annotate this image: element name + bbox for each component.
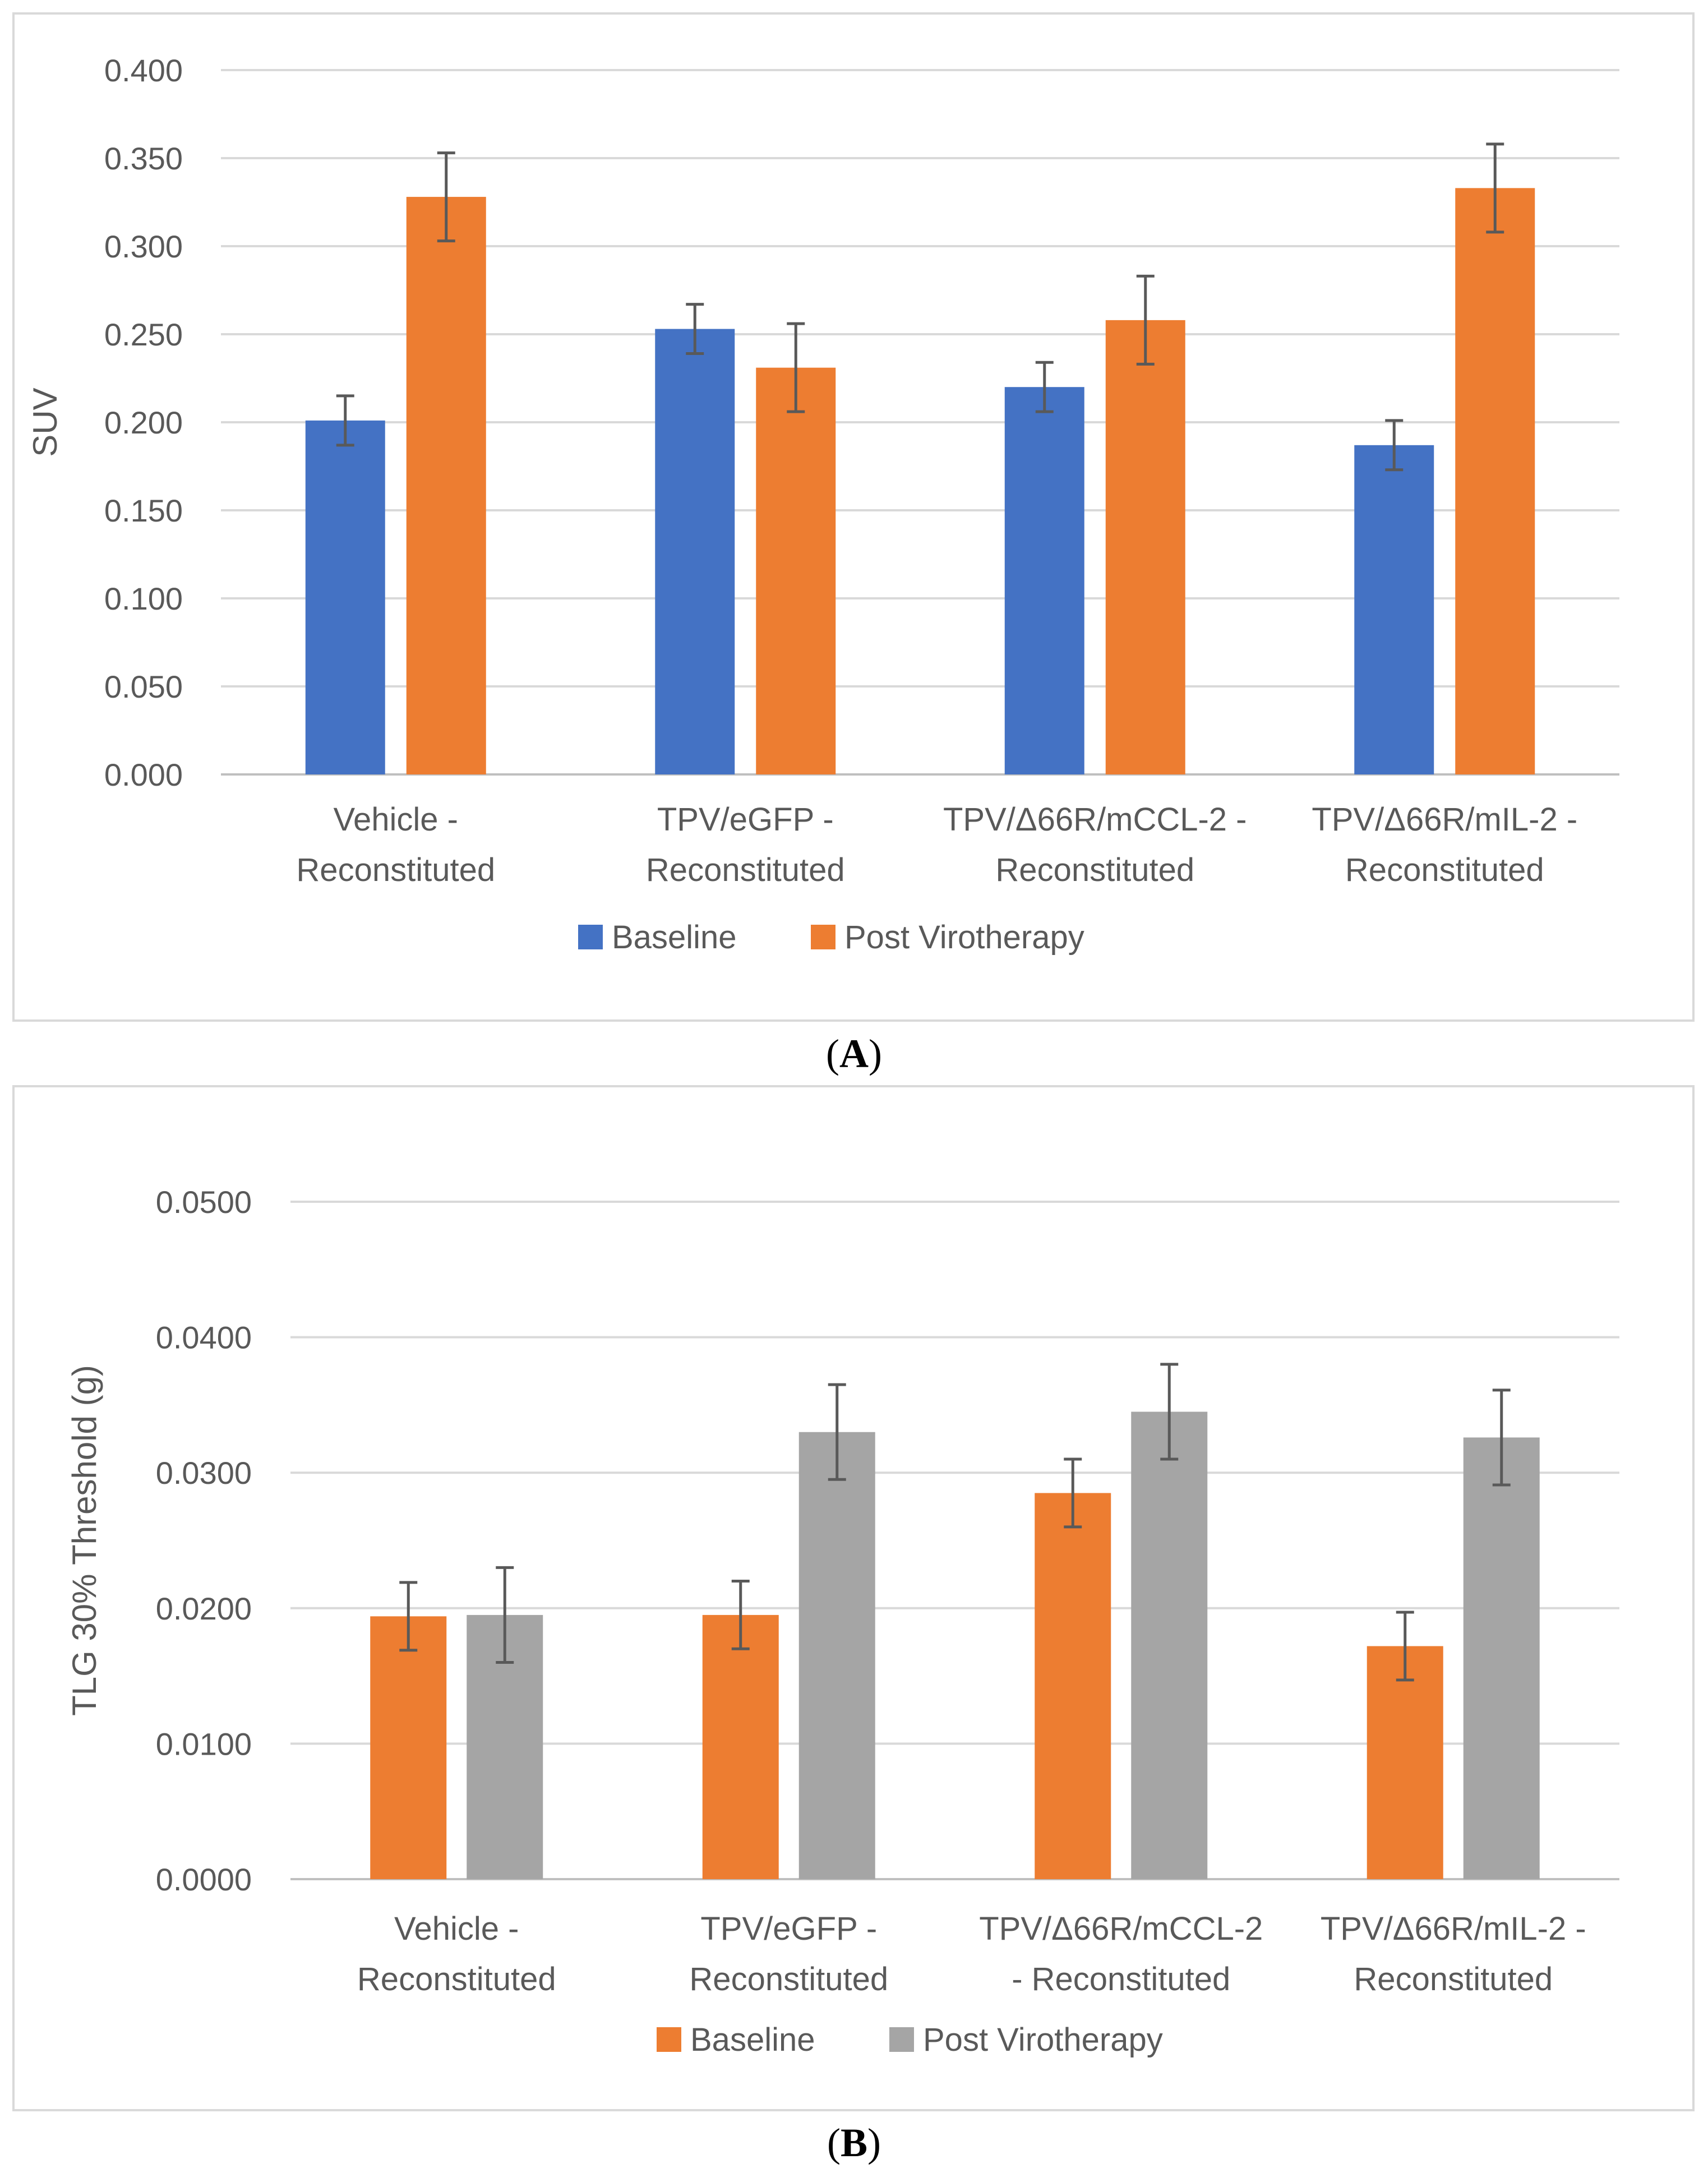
bar-baseline bbox=[655, 329, 735, 774]
legend-label: Post Virotherapy bbox=[844, 919, 1084, 956]
bar-baseline bbox=[1367, 1646, 1443, 1879]
y-axis-label: SUV bbox=[26, 387, 64, 456]
x-category-label: Reconstituted bbox=[995, 852, 1194, 888]
error-bar bbox=[336, 394, 354, 447]
bar-baseline bbox=[370, 1616, 447, 1879]
x-category-label: Reconstituted bbox=[646, 852, 845, 888]
y-tick-label: 0.200 bbox=[104, 405, 183, 440]
error-bar bbox=[1064, 1457, 1082, 1529]
y-tick-label: 0.100 bbox=[104, 581, 183, 616]
error-bar bbox=[1136, 274, 1155, 366]
x-category-label: Reconstituted bbox=[689, 1961, 888, 1997]
x-category-label: Reconstituted bbox=[357, 1961, 556, 1997]
y-tick-label: 0.000 bbox=[104, 757, 183, 792]
tlg-bar-chart: 0.0000 0.0100 0.0200 0.0300 0.0400 0.0500 TLG … bbox=[66, 1184, 1619, 2058]
x-category-label: TPV/eGFP - bbox=[700, 1911, 877, 1947]
legend-label: Baseline bbox=[612, 919, 736, 956]
x-category-label: Reconstituted bbox=[296, 852, 495, 888]
chart-panel-a: 0.000 0.050 0.100 0.150 0.200 0.250 0.300 0.350… bbox=[12, 12, 1695, 1022]
error-bar bbox=[399, 1581, 418, 1652]
x-category-label: Reconstituted bbox=[1345, 852, 1544, 888]
legend-swatch bbox=[889, 2027, 914, 2052]
error-bar bbox=[686, 303, 704, 356]
bar-baseline bbox=[1004, 387, 1084, 774]
bar-post-virotherapy bbox=[1455, 188, 1535, 774]
x-category-label: TPV/Δ66R/mIL-2 - bbox=[1321, 1911, 1586, 1947]
legend-label: Post Virotherapy bbox=[923, 2022, 1163, 2058]
x-category-label: TPV/eGFP - bbox=[657, 801, 834, 838]
error-bar bbox=[731, 1579, 750, 1650]
y-tick-label: 0.250 bbox=[104, 317, 183, 352]
bar-baseline bbox=[702, 1614, 779, 1879]
legend-swatch bbox=[811, 925, 835, 949]
y-tick-label: 0.300 bbox=[104, 229, 183, 264]
y-tick-label: 0.0400 bbox=[156, 1320, 252, 1355]
error-bar bbox=[1486, 142, 1504, 234]
bar-post-virotherapy bbox=[756, 367, 836, 774]
caption-a: (A) bbox=[826, 1031, 882, 1076]
bar-baseline bbox=[1354, 445, 1434, 774]
x-category-label: TPV/Δ66R/mCCL-2 bbox=[979, 1911, 1263, 1947]
bar-post-virotherapy bbox=[1131, 1411, 1208, 1879]
x-category-label: TPV/Δ66R/mIL-2 - bbox=[1312, 801, 1577, 838]
y-tick-label: 0.050 bbox=[104, 669, 183, 704]
x-category-label: Vehicle - bbox=[394, 1911, 519, 1947]
error-bar bbox=[1492, 1388, 1511, 1487]
x-category-label: Reconstituted bbox=[1354, 1961, 1553, 1997]
bar-baseline bbox=[1035, 1493, 1111, 1879]
legend-swatch bbox=[657, 2027, 681, 2052]
legend-label: Baseline bbox=[690, 2022, 815, 2058]
caption-b: (B) bbox=[827, 2120, 881, 2165]
y-tick-label: 0.0000 bbox=[156, 1862, 252, 1897]
error-bar bbox=[1160, 1363, 1179, 1461]
bar-post-virotherapy bbox=[1463, 1437, 1540, 1879]
error-bar bbox=[1396, 1611, 1414, 1682]
bar-post-virotherapy bbox=[1105, 320, 1185, 774]
error-bar bbox=[496, 1566, 514, 1664]
y-tick-label: 0.0200 bbox=[156, 1591, 252, 1626]
y-tick-label: 0.0500 bbox=[156, 1184, 252, 1220]
chart-panel-b: 0.0000 0.0100 0.0200 0.0300 0.0400 0.0500 TLG … bbox=[12, 1085, 1695, 2111]
error-bar bbox=[1035, 361, 1054, 413]
x-category-label: Vehicle - bbox=[334, 801, 458, 838]
y-axis-label: TLG 30% Threshold (g) bbox=[66, 1365, 103, 1716]
bar-post-virotherapy bbox=[798, 1432, 875, 1879]
error-bar bbox=[787, 322, 805, 413]
y-tick-label: 0.150 bbox=[104, 493, 183, 528]
y-tick-label: 0.400 bbox=[104, 53, 183, 88]
y-tick-label: 0.0100 bbox=[156, 1726, 252, 1761]
error-bar bbox=[828, 1383, 846, 1481]
error-bar bbox=[1385, 419, 1404, 472]
suv-bar-chart: 0.000 0.050 0.100 0.150 0.200 0.250 0.300 0.350… bbox=[26, 53, 1619, 956]
y-tick-label: 0.0300 bbox=[156, 1455, 252, 1491]
y-tick-label: 0.350 bbox=[104, 141, 183, 176]
error-bar bbox=[437, 151, 455, 243]
legend-swatch bbox=[578, 925, 603, 949]
x-category-label: - Reconstituted bbox=[1012, 1961, 1230, 1997]
bar-baseline bbox=[305, 420, 385, 774]
bar-post-virotherapy bbox=[406, 197, 486, 775]
x-category-label: TPV/Δ66R/mCCL-2 - bbox=[943, 801, 1247, 838]
